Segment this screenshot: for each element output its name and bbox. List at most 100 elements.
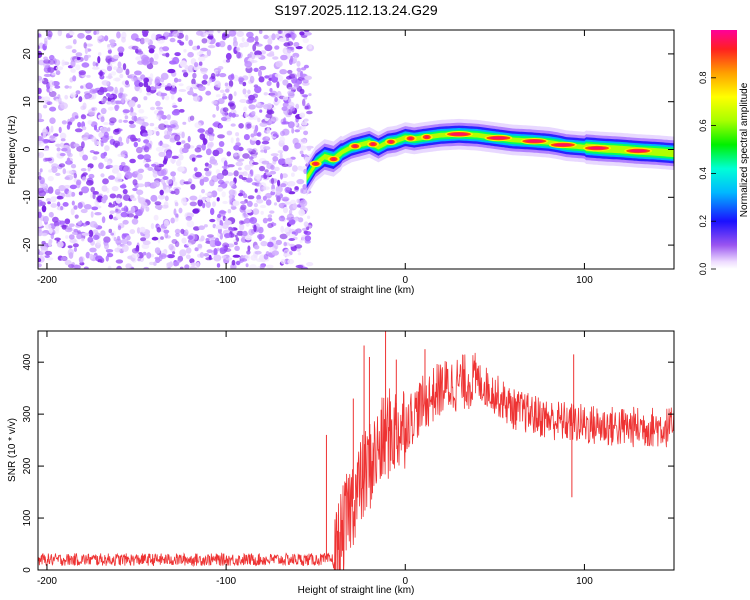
snr-frame bbox=[37, 330, 675, 571]
noise-speckle bbox=[49, 106, 57, 112]
noise-speckle bbox=[140, 116, 148, 120]
noise-speckle bbox=[247, 200, 253, 207]
noise-speckle bbox=[77, 221, 82, 226]
snr-series-line bbox=[38, 352, 674, 570]
noise-speckle bbox=[238, 220, 244, 225]
noise-speckle bbox=[179, 109, 185, 113]
noise-speckle bbox=[109, 193, 117, 199]
noise-speckle bbox=[92, 191, 99, 195]
noise-speckle bbox=[296, 60, 301, 67]
noise-speckle bbox=[187, 65, 195, 73]
noise-speckle bbox=[189, 115, 195, 121]
noise-speckle bbox=[210, 207, 215, 216]
noise-speckle bbox=[212, 201, 216, 208]
noise-speckle bbox=[252, 208, 260, 215]
noise-speckle bbox=[178, 83, 184, 87]
noise-speckle bbox=[107, 44, 111, 48]
noise-speckle bbox=[38, 199, 43, 207]
noise-speckle bbox=[304, 105, 309, 110]
noise-speckle bbox=[281, 173, 288, 179]
noise-speckle bbox=[239, 258, 248, 262]
noise-speckle bbox=[225, 88, 230, 93]
noise-speckle bbox=[187, 135, 191, 143]
noise-speckle bbox=[230, 137, 234, 144]
noise-speckle bbox=[138, 88, 143, 94]
noise-speckle bbox=[256, 174, 261, 182]
noise-speckle bbox=[254, 188, 258, 193]
noise-speckle bbox=[287, 90, 295, 96]
noise-speckle bbox=[116, 66, 124, 74]
noise-speckle bbox=[238, 123, 244, 129]
colorbar-label: Normalized spectral amplitude bbox=[739, 82, 750, 217]
noise-speckle bbox=[269, 90, 278, 98]
noise-speckle bbox=[265, 172, 272, 176]
noise-speckle bbox=[80, 105, 86, 111]
noise-speckle bbox=[135, 37, 141, 42]
noise-speckle bbox=[248, 228, 255, 236]
noise-speckle bbox=[173, 77, 179, 83]
noise-speckle bbox=[89, 247, 97, 253]
noise-speckle bbox=[49, 54, 55, 61]
y-tick-label: 0 bbox=[22, 567, 33, 573]
noise-speckle bbox=[228, 242, 235, 248]
noise-speckle bbox=[263, 34, 269, 40]
noise-speckle bbox=[231, 259, 236, 266]
noise-speckle bbox=[231, 227, 234, 232]
noise-speckle bbox=[292, 203, 298, 210]
noise-speckle bbox=[95, 63, 99, 67]
noise-speckle bbox=[151, 236, 159, 241]
noise-speckle bbox=[249, 75, 255, 84]
noise-speckle bbox=[217, 179, 225, 185]
y-tick-label: -10 bbox=[22, 190, 33, 205]
noise-speckle bbox=[119, 184, 127, 189]
noise-speckle bbox=[71, 49, 77, 54]
noise-speckle bbox=[48, 240, 52, 247]
noise-speckle bbox=[181, 237, 187, 244]
noise-speckle bbox=[136, 189, 144, 196]
noise-speckle bbox=[247, 173, 252, 179]
noise-speckle bbox=[142, 240, 151, 245]
noise-speckle bbox=[130, 193, 135, 201]
noise-speckle bbox=[210, 72, 216, 80]
noise-speckle bbox=[154, 165, 162, 172]
noise-speckle bbox=[56, 147, 61, 152]
noise-speckle bbox=[133, 215, 139, 220]
noise-speckle bbox=[291, 231, 296, 235]
noise-speckle bbox=[306, 226, 310, 230]
noise-speckle bbox=[274, 73, 281, 78]
noise-speckle bbox=[283, 42, 291, 47]
noise-speckle bbox=[242, 81, 247, 87]
noise-speckle bbox=[146, 63, 154, 70]
noise-speckle bbox=[152, 171, 158, 178]
noise-speckle bbox=[174, 52, 181, 57]
noise-speckle bbox=[228, 30, 237, 37]
noise-speckle bbox=[157, 236, 161, 244]
noise-speckle bbox=[225, 180, 230, 184]
noise-speckle bbox=[201, 80, 208, 85]
noise-speckle bbox=[72, 243, 79, 248]
noise-speckle bbox=[137, 257, 141, 262]
noise-speckle bbox=[76, 145, 84, 152]
noise-speckle bbox=[170, 94, 175, 100]
noise-speckle bbox=[256, 101, 261, 106]
noise-speckle bbox=[159, 110, 165, 115]
noise-speckle bbox=[183, 71, 189, 78]
noise-speckle bbox=[299, 199, 308, 207]
noise-speckle bbox=[177, 166, 185, 172]
noise-speckle bbox=[68, 234, 75, 240]
noise-speckle bbox=[108, 73, 112, 80]
spectrogram-ylabel: Frequency (Hz) bbox=[7, 116, 18, 185]
noise-speckle bbox=[257, 117, 261, 123]
x-tick-label: -100 bbox=[216, 275, 236, 286]
noise-speckle bbox=[47, 30, 53, 38]
noise-speckle bbox=[48, 227, 53, 234]
noise-speckle bbox=[169, 37, 176, 43]
noise-speckle bbox=[166, 114, 171, 120]
colorbar-tick-label: 0.8 bbox=[698, 72, 708, 85]
noise-speckle bbox=[41, 232, 48, 237]
noise-speckle bbox=[67, 248, 74, 257]
noise-speckle bbox=[239, 99, 247, 103]
noise-speckle bbox=[232, 254, 241, 258]
noise-speckle bbox=[242, 171, 248, 177]
noise-speckle bbox=[224, 233, 232, 239]
